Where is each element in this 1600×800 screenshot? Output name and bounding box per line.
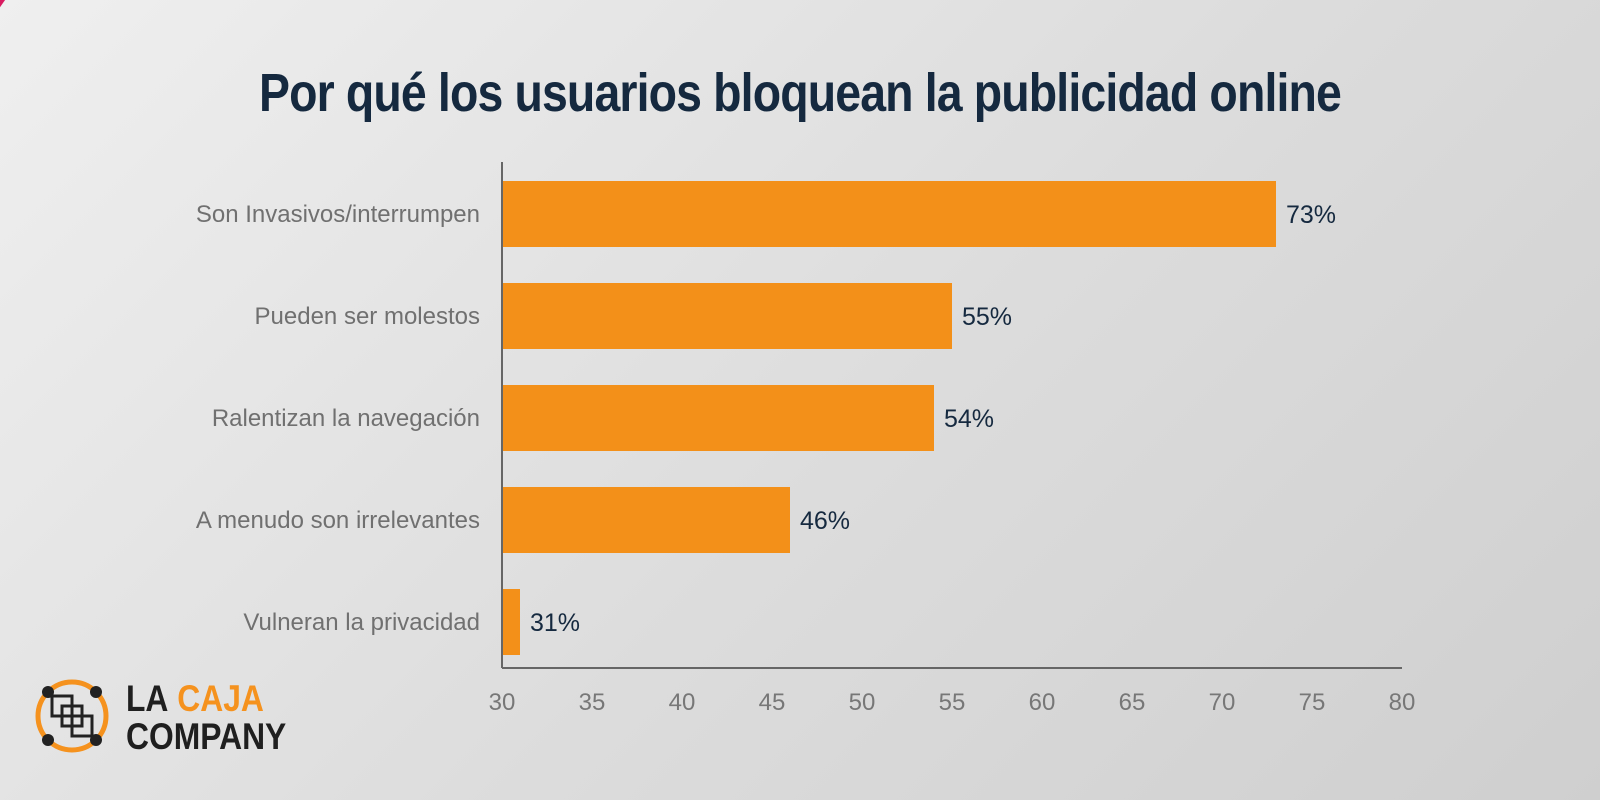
x-tick-label: 30 (489, 689, 516, 716)
data-label: 54% (944, 405, 994, 433)
logo-word-caja: CAJA (177, 678, 264, 719)
x-tick-label: 80 (1389, 689, 1416, 716)
x-tick-label: 50 (849, 689, 876, 716)
category-label: Vulneran la privacidad (243, 609, 480, 636)
x-tick-label: 35 (579, 689, 606, 716)
company-logo: LA CAJA COMPANY (34, 678, 286, 764)
x-tick-label: 40 (669, 689, 696, 716)
x-tick-label: 65 (1119, 689, 1146, 716)
linked-squares-logo-icon (35, 679, 109, 753)
category-label: A menudo son irrelevantes (196, 507, 480, 534)
bar (502, 385, 934, 451)
bar (502, 589, 520, 655)
x-tick-label: 75 (1299, 689, 1326, 716)
x-tick-label: 60 (1029, 689, 1056, 716)
logo-word-la: LA (126, 678, 169, 719)
data-label: 55% (962, 303, 1012, 331)
data-label: 31% (530, 609, 580, 637)
bar (502, 283, 952, 349)
category-label: Son Invasivos/interrumpen (196, 201, 480, 228)
x-tick-label: 45 (759, 689, 786, 716)
logo-wordmark: LA CAJA COMPANY (126, 680, 286, 756)
category-label: Ralentizan la navegación (212, 405, 480, 432)
chart-title: Por qué los usuarios bloquean la publici… (258, 63, 1342, 123)
bar (502, 181, 1276, 247)
x-tick-label: 55 (939, 689, 966, 716)
data-label: 73% (1286, 201, 1336, 229)
category-label: Pueden ser molestos (255, 303, 480, 330)
bar (502, 487, 790, 553)
data-label: 46% (800, 507, 850, 535)
logo-word-company: COMPANY (126, 716, 287, 757)
x-tick-label: 70 (1209, 689, 1236, 716)
